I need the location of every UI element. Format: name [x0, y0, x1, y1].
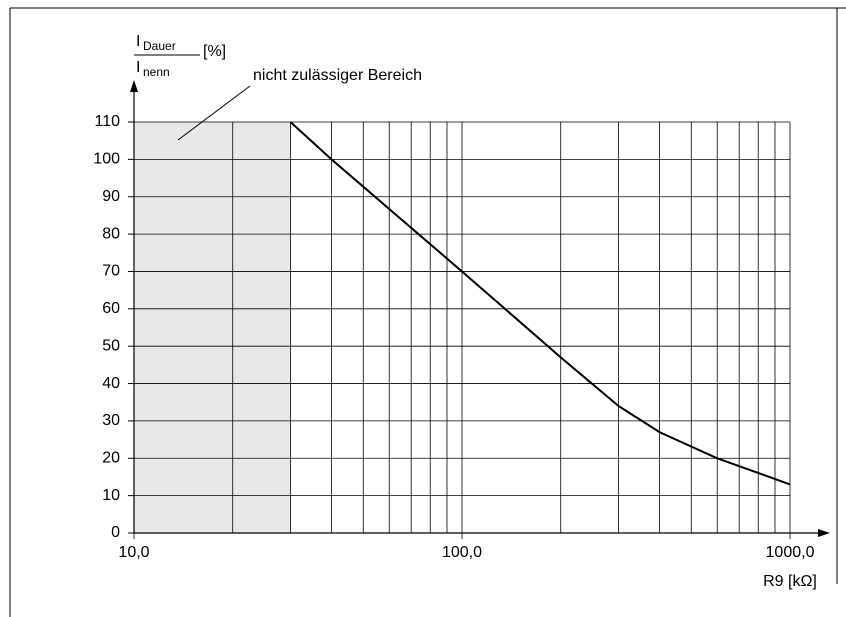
- y-tick-label: 110: [94, 113, 120, 130]
- x-tick-label: 1000,0: [766, 544, 815, 561]
- y-tick-label: 80: [102, 225, 120, 242]
- y-tick-label: 10: [102, 487, 120, 504]
- y-tick-label: 20: [102, 449, 120, 466]
- y-label-num-sub: Dauer: [143, 39, 176, 53]
- plot: 0 10 20 30 40 50 60 70 80 90 100 110 10,0 100,0 1000,0: [93, 80, 830, 561]
- x-arrow: [818, 529, 830, 537]
- y-label-num: I: [136, 33, 140, 50]
- y-label-den-sub: nenn: [143, 65, 170, 79]
- x-label: R9 [kΩ]: [763, 573, 817, 590]
- y-arrow: [130, 80, 138, 92]
- annotation: nicht zulässiger Bereich: [253, 67, 422, 84]
- y-tick-label: 40: [102, 375, 120, 392]
- y-tick-label: 90: [102, 188, 120, 205]
- y-tick-label: 70: [102, 263, 120, 280]
- annotation-leader: [177, 85, 251, 141]
- y-label-den: I: [136, 59, 140, 76]
- x-tick-label: 10,0: [118, 544, 149, 561]
- y-label-unit: [%]: [203, 43, 226, 60]
- y-tick-label: 30: [102, 412, 120, 429]
- x-tick-label: 100,0: [442, 544, 482, 561]
- forbidden-region: [134, 122, 291, 533]
- curve: [289, 121, 791, 486]
- y-tick-label: 100: [93, 151, 120, 168]
- y-tick-label: 60: [102, 300, 120, 317]
- y-tick-label: 50: [102, 337, 120, 354]
- y-tick-label: 0: [111, 524, 120, 541]
